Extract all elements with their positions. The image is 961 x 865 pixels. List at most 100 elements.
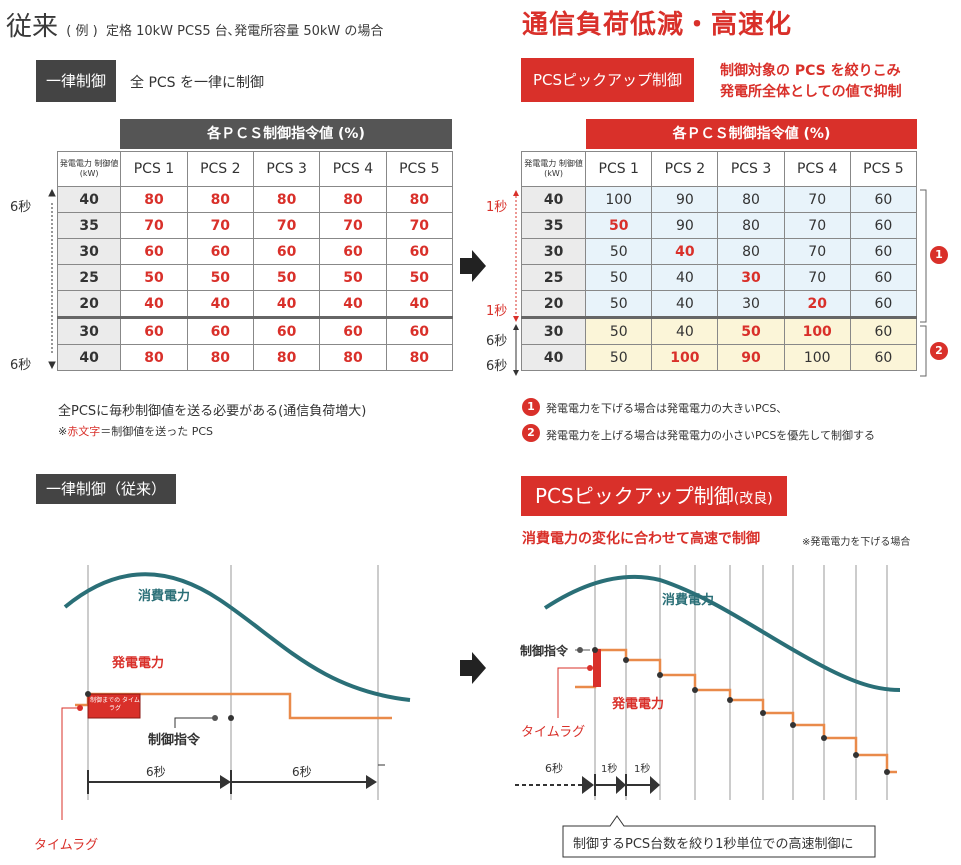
- kw-cell: 35: [520, 212, 587, 239]
- right-col-pcs2: PCS 2: [651, 151, 719, 187]
- left-interval-arrowhead: [366, 775, 377, 789]
- kw-cell: 30: [56, 238, 122, 265]
- left-command-table: 発電電力 制御値 (kW) PCS 1 PCS 2 PCS 3 PCS 4 PC…: [56, 151, 454, 371]
- value-cell: 60: [120, 317, 188, 345]
- kw-cell: 20: [56, 290, 122, 318]
- right-interval-1s-a-label: 1秒: [601, 764, 618, 775]
- kw-cell: 40: [56, 344, 122, 371]
- value-cell: 50: [186, 264, 254, 291]
- value-cell: 20: [783, 290, 851, 318]
- value-cell: 30: [717, 290, 785, 318]
- right-interval-6s-label: 6秒: [545, 762, 563, 775]
- value-cell: 80: [717, 238, 785, 265]
- left-generation-label: 発電電力: [112, 656, 165, 671]
- right-col-pcs3: PCS 3: [717, 151, 785, 187]
- value-cell: 70: [783, 212, 851, 239]
- kw-cell: 40: [520, 186, 587, 213]
- right-command-dot: [592, 647, 598, 653]
- value-cell: 40: [120, 290, 188, 318]
- right-command-dot: [821, 735, 827, 741]
- left-interval2-label: 6秒: [292, 765, 312, 779]
- left-generation-line: [75, 692, 392, 720]
- right-command-dot: [657, 672, 663, 678]
- kw-cell: 40: [56, 186, 122, 213]
- right-command-dot: [623, 657, 629, 663]
- kw-cell: 25: [520, 264, 587, 291]
- left-note2: ※赤文字＝制御値を送った PCS: [58, 425, 214, 438]
- group1-bracket: [920, 189, 927, 323]
- kw-cell: 30: [520, 238, 587, 265]
- right-col-pcs5: PCS 5: [849, 151, 918, 187]
- left-col-pcs4: PCS 4: [319, 151, 387, 187]
- kw-cell: 30: [56, 317, 122, 345]
- left-title-paren: ( 例 ): [66, 24, 98, 39]
- right-command-dot: [790, 722, 796, 728]
- value-cell: 60: [849, 212, 918, 239]
- uniform-control-section-badge: 一律制御（従来）: [36, 474, 177, 504]
- value-cell: 80: [385, 344, 454, 371]
- pickup-section-badge: PCSピックアップ制御(改良): [521, 476, 787, 516]
- left-lag-box-label: 制御までの タイムラグ: [90, 697, 140, 712]
- left-group-header: 各ＰＣＳ制御指令値 (%): [120, 119, 452, 149]
- value-cell: 60: [186, 238, 254, 265]
- value-cell: 50: [252, 264, 321, 291]
- kw-cell: 35: [56, 212, 122, 239]
- left-col-pcs5: PCS 5: [385, 151, 454, 187]
- right-lag-leader: [557, 667, 590, 718]
- group2-marker: 2: [930, 342, 948, 360]
- right-command-dot: [853, 752, 859, 758]
- left-side-top: 6秒: [10, 200, 32, 215]
- value-cell: 100: [585, 186, 653, 213]
- right-command-dot: [692, 687, 698, 693]
- value-cell: 60: [849, 186, 918, 213]
- right-lag-leader-dot: [587, 665, 593, 671]
- value-cell: 70: [319, 212, 387, 239]
- value-cell: 80: [186, 186, 254, 213]
- right-command-leader-dot: [577, 647, 583, 653]
- right-col-pcs1: PCS 1: [585, 151, 653, 187]
- left-time-lag-label: タイムラグ: [34, 838, 99, 853]
- legend1-text: 発電電力を下げる場合は発電電力の大きいPCS、: [546, 402, 788, 415]
- value-cell: 70: [783, 264, 851, 291]
- value-cell: 70: [252, 212, 321, 239]
- left-col-pcs1: PCS 1: [120, 151, 188, 187]
- pickup-desc-2: 発電所全体としての値で抑制: [720, 84, 902, 100]
- legend2-text: 発電電力を上げる場合は発電電力の小さいPCSを優先して制御する: [546, 429, 875, 442]
- left-interval-arrowhead: [220, 775, 231, 789]
- uniform-control-desc: 全 PCS を一律に制御: [130, 75, 265, 91]
- table-row: 20 50 40 30 20 60: [520, 290, 918, 318]
- left-title: 従来 ( 例 ) 定格 10kW PCS5 台､発電所容量 50kW の場合: [6, 6, 383, 43]
- uniform-control-badge: 一律制御: [36, 60, 117, 102]
- right-generation-label: 発電電力: [612, 697, 665, 712]
- left-lag-leader: [61, 707, 80, 820]
- left-timing-diagram: [61, 565, 411, 820]
- value-cell: 50: [585, 212, 653, 239]
- right-row-header: 発電電力 制御値 (kW): [520, 151, 587, 187]
- table-row: 30 50 40 80 70 60: [520, 238, 918, 265]
- value-cell: 60: [849, 290, 918, 318]
- kw-cell: 40: [520, 344, 587, 371]
- right-side-r6: 6秒: [486, 334, 508, 349]
- table-row: 40 80 80 80 80 80: [56, 186, 454, 213]
- callout-box: [562, 815, 876, 858]
- right-side-top: 1秒: [486, 200, 508, 215]
- kw-cell: 30: [520, 317, 587, 345]
- table-row: 40 50 100 90 100 60: [520, 344, 918, 371]
- right-command-dot: [884, 769, 890, 775]
- pickup-subtitle: 消費電力の変化に合わせて高速で制御: [522, 531, 760, 547]
- left-command-leader-dot: [212, 715, 218, 721]
- table-row: 25 50 40 30 70 60: [520, 264, 918, 291]
- value-cell: 40: [651, 264, 719, 291]
- left-interval1-label: 6秒: [146, 765, 166, 779]
- right-command-dot: [727, 697, 733, 703]
- arrow-right-icon: [460, 250, 486, 282]
- pickup-desc-1: 制御対象の PCS を絞りこみ: [720, 63, 901, 79]
- value-cell: 50: [585, 264, 653, 291]
- right-command-dot: [760, 710, 766, 716]
- value-cell: 60: [849, 238, 918, 265]
- left-note1: 全PCSに毎秒制御値を送る必要がある(通信負荷増大): [58, 404, 367, 419]
- right-title: 通信負荷低減・高速化: [522, 10, 793, 40]
- legend2-marker: 2: [522, 424, 540, 442]
- table-row: 30 60 60 60 60 60: [56, 238, 454, 265]
